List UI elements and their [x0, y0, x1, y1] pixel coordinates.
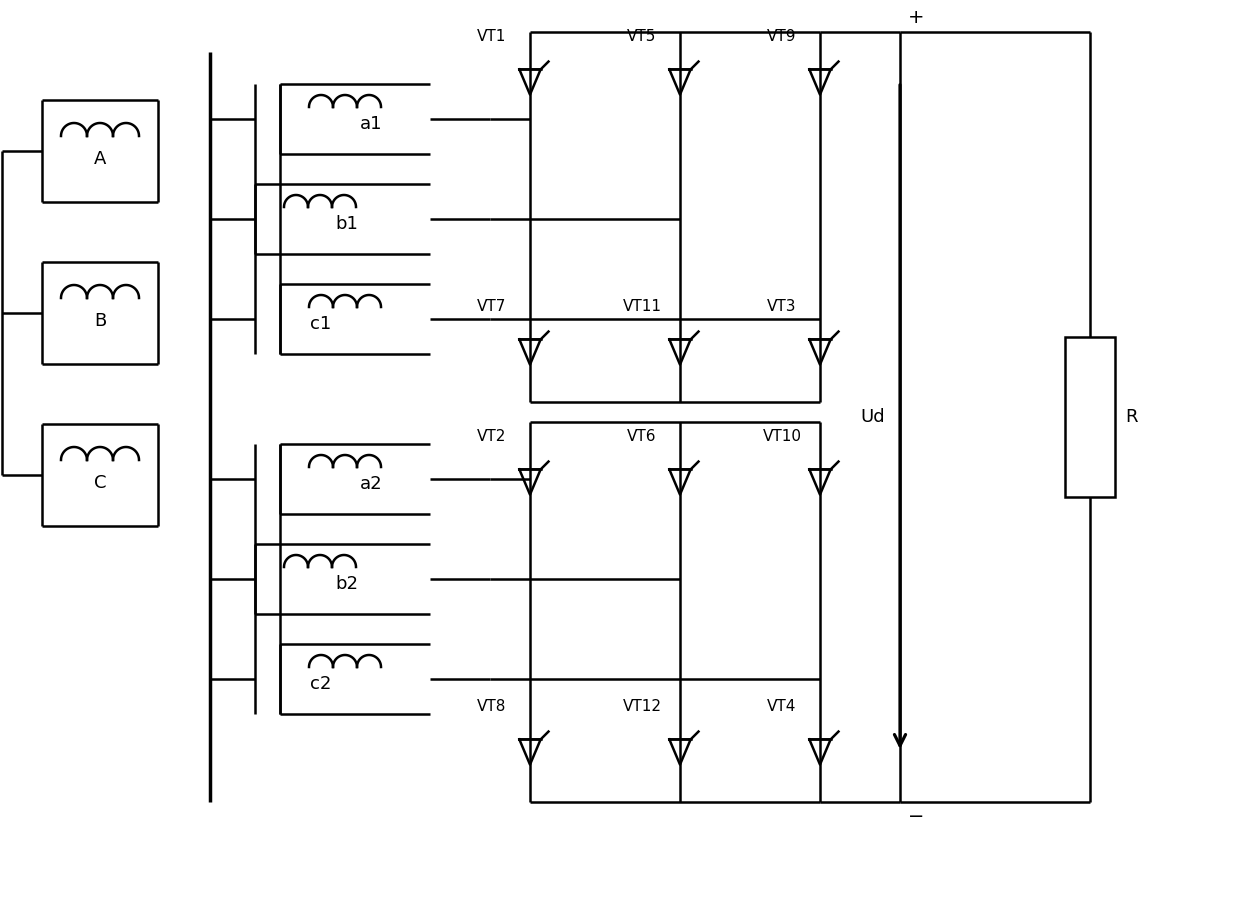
Bar [1065, 337, 1115, 497]
Text: VT1: VT1 [477, 29, 507, 44]
Text: VT4: VT4 [768, 699, 796, 714]
Text: b2: b2 [335, 575, 358, 593]
Text: C: C [94, 474, 107, 492]
Text: a1: a1 [360, 115, 382, 133]
Text: b1: b1 [335, 215, 358, 233]
Text: A: A [94, 150, 107, 168]
Text: B: B [94, 312, 107, 330]
Text: +: + [908, 8, 925, 27]
Text: VT5: VT5 [627, 29, 657, 44]
Text: VT11: VT11 [622, 299, 661, 314]
Text: VT10: VT10 [763, 429, 801, 444]
Text: VT6: VT6 [627, 429, 657, 444]
Text: −: − [908, 807, 924, 826]
Text: c2: c2 [310, 675, 331, 693]
Text: VT3: VT3 [768, 299, 797, 314]
Text: R: R [1125, 408, 1137, 426]
Text: VT9: VT9 [768, 29, 797, 44]
Text: VT2: VT2 [477, 429, 507, 444]
Text: VT8: VT8 [477, 699, 507, 714]
Text: c1: c1 [310, 315, 331, 333]
Text: VT7: VT7 [477, 299, 507, 314]
Text: a2: a2 [360, 475, 383, 493]
Text: Ud: Ud [861, 408, 885, 426]
Text: VT12: VT12 [622, 699, 661, 714]
